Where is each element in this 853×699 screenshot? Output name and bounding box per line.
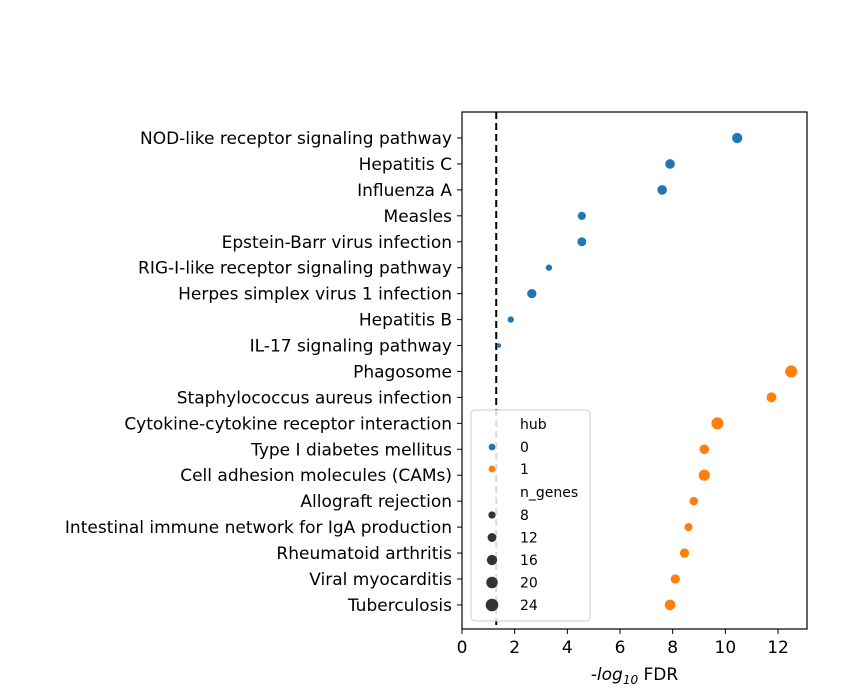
y-tick-label: NOD-like receptor signaling pathway xyxy=(140,129,452,149)
legend-hub-marker xyxy=(488,443,496,451)
legend-hub-label: 1 xyxy=(520,462,529,478)
x-axis-label: -log10 FDR xyxy=(591,665,679,687)
y-tick-label: Hepatitis B xyxy=(359,311,452,331)
data-point xyxy=(711,417,724,430)
y-tick-label: RIG-I-like receptor signaling pathway xyxy=(138,259,452,279)
y-tick-label: Viral myocarditis xyxy=(309,570,452,590)
y-tick-label: Epstein-Barr virus infection xyxy=(222,233,452,253)
x-tick-label: 4 xyxy=(562,638,573,658)
data-point xyxy=(577,211,586,220)
legend-hub-marker xyxy=(488,465,496,473)
legend-size-label: 20 xyxy=(520,576,538,592)
x-tick-label: 8 xyxy=(667,638,678,658)
data-point xyxy=(664,599,676,611)
data-point xyxy=(577,237,587,247)
legend-size-marker xyxy=(486,576,498,589)
y-tick-label: IL-17 signaling pathway xyxy=(250,337,452,357)
y-tick-label: Allograft rejection xyxy=(300,492,452,512)
data-point xyxy=(732,132,743,144)
data-point xyxy=(670,574,680,584)
y-tick-label: Phagosome xyxy=(353,362,452,382)
y-tick-label: Rheumatoid arthritis xyxy=(276,544,452,564)
legend-size-marker xyxy=(488,511,496,519)
y-tick-label: Influenza A xyxy=(357,181,452,201)
y-tick-label: Staphylococcus aureus infection xyxy=(177,388,452,408)
x-tick-label: 10 xyxy=(715,638,737,658)
y-tick-label: Type I diabetes mellitus xyxy=(250,440,452,460)
plot-frame xyxy=(461,111,808,630)
legend-size-label: 8 xyxy=(520,508,529,524)
data-point xyxy=(699,444,710,455)
legend-size-marker xyxy=(486,554,498,566)
legend-size-label: 12 xyxy=(520,531,538,547)
data-point xyxy=(689,496,699,506)
data-point xyxy=(766,392,777,403)
legend-size-marker xyxy=(487,533,497,542)
x-tick-label: 0 xyxy=(457,638,468,658)
x-tick-label: 12 xyxy=(767,638,789,658)
data-point xyxy=(684,523,693,532)
y-tick-label: Cytokine-cytokine receptor interaction xyxy=(124,414,452,434)
y-tick-label: Tuberculosis xyxy=(347,596,452,616)
y-tick-label: Measles xyxy=(384,207,453,227)
y-tick-label: Cell adhesion molecules (CAMs) xyxy=(180,466,452,486)
data-point xyxy=(496,343,502,348)
legend-hub-title: hub xyxy=(520,417,547,433)
y-tick-label: Intestinal immune network for IgA produc… xyxy=(65,518,452,538)
data-point xyxy=(679,548,690,558)
data-point xyxy=(527,289,537,299)
legend-box xyxy=(470,409,591,622)
x-tick-label: 2 xyxy=(509,638,520,658)
y-tick-label: Herpes simplex virus 1 infection xyxy=(178,285,452,305)
data-point xyxy=(545,264,553,271)
x-tick-label: 6 xyxy=(615,638,626,658)
legend-size-marker xyxy=(485,598,499,612)
data-point xyxy=(698,469,710,481)
legend-hub-label: 0 xyxy=(520,440,529,456)
data-point xyxy=(507,316,514,323)
data-point xyxy=(657,185,667,195)
legend-size-title: n_genes xyxy=(520,485,578,501)
data-point xyxy=(665,159,675,169)
legend-size-label: 16 xyxy=(520,553,538,569)
data-point xyxy=(785,365,798,378)
y-tick-label: Hepatitis C xyxy=(359,155,452,175)
legend-size-label: 24 xyxy=(520,598,538,614)
